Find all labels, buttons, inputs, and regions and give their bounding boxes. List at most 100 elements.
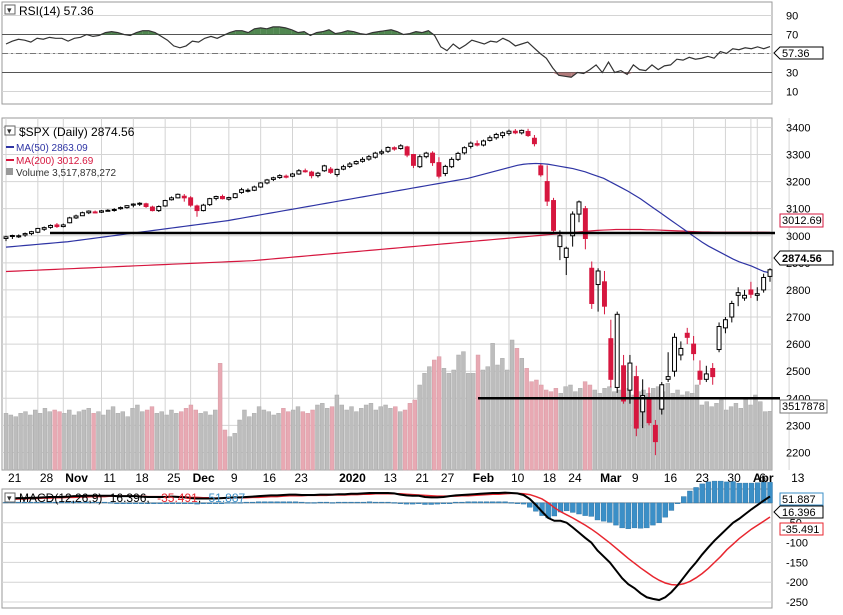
candle-body [410, 154, 416, 166]
volume-bar [368, 403, 374, 471]
volume-bar [62, 413, 67, 471]
macd-histogram-bar [520, 502, 527, 505]
volume-bar [193, 409, 198, 471]
last-price-badge: 2874.56 [773, 250, 834, 266]
macd-label-prefix: MACD(12,26,9) [19, 491, 102, 505]
macd-histogram-bar [508, 502, 514, 504]
volume-bar [281, 408, 286, 471]
volume-bar [105, 409, 111, 471]
macd-histogram-bar [342, 501, 348, 504]
volume-bar [563, 386, 568, 471]
price-tick-label: 2200 [786, 447, 810, 459]
candle-body [729, 302, 735, 318]
macd-tick-label: -100 [786, 538, 808, 550]
macd-histogram-bar [46, 501, 52, 504]
candle-body [92, 211, 98, 214]
candle-body [652, 424, 658, 443]
volume-bar [514, 348, 520, 471]
candle-body [22, 233, 28, 236]
macd-histogram-bar [329, 502, 336, 504]
volume-bar [485, 366, 490, 471]
candle-body [137, 202, 143, 205]
macd-histogram-bar [286, 501, 293, 504]
volume-bar [305, 413, 310, 471]
candle-body [16, 235, 22, 238]
macd-badge-label: 16.396 [782, 507, 816, 519]
volume-bar [490, 343, 495, 471]
candle-body [563, 247, 569, 258]
rsi-label: RSI(14) 57.36 [19, 4, 94, 18]
price-tick-label: 3300 [786, 150, 810, 162]
macd-histogram-bar [656, 502, 662, 523]
ma200-legend: MA(200) 3012.69 [16, 156, 94, 167]
volume-bar [728, 406, 734, 471]
volume-bar [748, 404, 753, 471]
candle-body [678, 347, 684, 356]
candle-body [691, 343, 697, 355]
price-tick-label: 2700 [786, 312, 810, 324]
macd-histogram-bar [292, 501, 299, 504]
macd-histogram-bar [237, 502, 243, 504]
volume-bar [354, 411, 359, 471]
x-axis-label: 27 [441, 471, 455, 485]
volume-bar [417, 384, 422, 471]
volume-bar [475, 354, 481, 471]
volume-bar [582, 381, 588, 471]
rsi-tick-label: 10 [786, 87, 798, 99]
volume-bar [743, 398, 748, 471]
macd-tick-label: -150 [786, 557, 808, 569]
volume-bar [407, 403, 413, 471]
candle-body [474, 143, 480, 146]
x-axis-label: 9 [231, 471, 238, 485]
macd-tick-label: -200 [786, 577, 808, 589]
candle-body [315, 172, 321, 177]
macd-histogram-bar [34, 501, 40, 504]
macd-histogram-bar [490, 501, 496, 504]
volume-bar [52, 409, 57, 471]
volume-bar [456, 354, 461, 471]
candle-body [200, 204, 206, 212]
candle-body [608, 338, 614, 380]
volume-bar [222, 429, 228, 471]
volume-bar [704, 401, 709, 471]
volume-bar [470, 373, 476, 471]
macd-histogram-bar [403, 502, 410, 505]
macd-histogram-bar [108, 502, 114, 504]
volume-bar [616, 389, 622, 471]
volume-bar [714, 403, 719, 471]
volume-bar [149, 406, 155, 471]
volume-bar [344, 409, 349, 471]
volume-bar [670, 393, 675, 471]
price-collapse-icon[interactable] [4, 125, 16, 136]
candle-body [3, 236, 9, 239]
candle-body [379, 151, 385, 154]
volume-bar [247, 416, 252, 471]
volume-bar [91, 413, 96, 471]
candle-body [169, 197, 175, 201]
macd-collapse-glyph: ▾ [7, 493, 12, 503]
macd-histogram-bar [718, 480, 724, 504]
volume-bar [738, 408, 743, 471]
macd-histogram-bar [385, 501, 391, 504]
x-axis-label: 28 [40, 471, 54, 485]
candle-body [589, 267, 595, 304]
ma200-line [5, 228, 771, 273]
macd-histogram-bar [175, 502, 182, 504]
candle-body [531, 137, 537, 145]
macd-histogram-bar [668, 502, 675, 511]
macd-collapse-icon[interactable] [4, 492, 16, 503]
rsi-collapse-icon[interactable] [4, 4, 16, 15]
macd-histogram-bar [255, 501, 262, 504]
candle-body [767, 269, 773, 277]
candle-body [372, 152, 378, 158]
macd-histogram-bar [83, 501, 89, 504]
macd-histogram-bar [637, 502, 644, 529]
macd-histogram-bar [373, 501, 379, 504]
rsi-overbought-fill [322, 29, 329, 35]
candle-body [576, 201, 582, 215]
volume-bar [144, 409, 150, 471]
volume-bar [227, 436, 233, 471]
volume-bar [432, 359, 437, 471]
volume-bar [621, 393, 627, 471]
volume-bar [188, 404, 194, 471]
